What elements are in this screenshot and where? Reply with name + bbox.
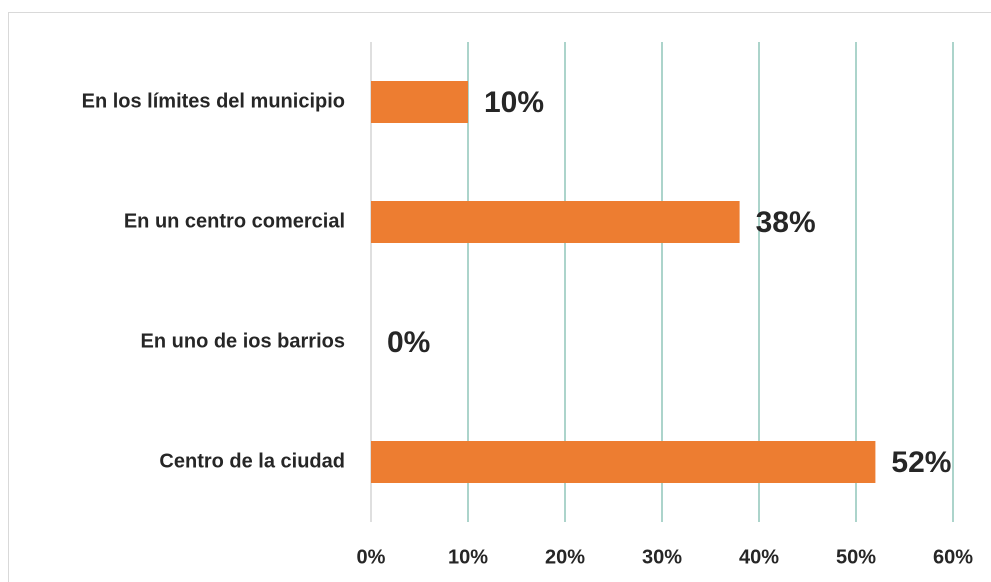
x-tick-label: 0%: [357, 546, 386, 568]
data-label: 52%: [891, 446, 951, 479]
x-tick-label: 30%: [642, 546, 682, 568]
data-label: 10%: [484, 86, 544, 119]
data-label: 38%: [756, 206, 816, 239]
bar: [371, 81, 468, 123]
bar: [371, 201, 740, 243]
chart-border: [8, 12, 991, 582]
x-tick-label: 40%: [739, 546, 779, 568]
y-tick-label: En uno de ios barrios: [141, 330, 345, 352]
y-tick-label: Centro de la ciudad: [159, 450, 345, 472]
data-label: 0%: [387, 326, 430, 359]
x-tick-label: 20%: [545, 546, 585, 568]
y-tick-label: En un centro comercial: [124, 210, 345, 232]
x-tick-label: 10%: [448, 546, 488, 568]
x-tick-label: 60%: [933, 546, 973, 568]
x-tick-label: 50%: [836, 546, 876, 568]
bar: [371, 441, 876, 483]
y-tick-label: En los límites del municipio: [82, 90, 345, 112]
